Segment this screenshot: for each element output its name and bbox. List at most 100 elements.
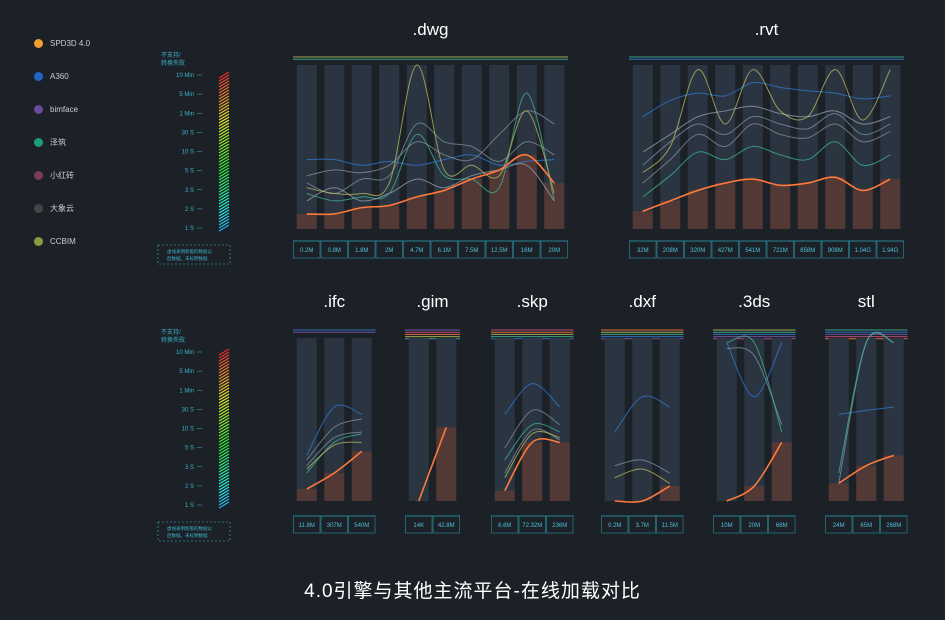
category-bar xyxy=(632,65,653,229)
scale-hatch xyxy=(218,477,230,485)
x-label-cell xyxy=(348,240,376,259)
scale-hatch xyxy=(218,146,230,154)
scale-tick-label: 3 S xyxy=(185,465,194,471)
scale-hatch xyxy=(218,486,230,494)
scale-note: 虚线表明新版的数据以 xyxy=(167,248,212,255)
x-label-cell xyxy=(348,515,376,534)
x-tick-label: 12.5M xyxy=(491,248,508,254)
spd-bar-fill xyxy=(324,473,345,501)
spd-bar-fill xyxy=(687,190,708,229)
x-label-cell xyxy=(713,515,741,534)
category-bar xyxy=(406,65,427,229)
category-bar xyxy=(828,338,849,501)
series-line xyxy=(642,141,891,198)
scale-hatch xyxy=(218,429,230,437)
x-label-cell xyxy=(432,515,460,534)
x-tick-label: 6.1M xyxy=(438,248,451,254)
scale-hatch xyxy=(218,149,230,157)
category-bar xyxy=(324,65,345,229)
spd-bar-fill xyxy=(660,200,681,229)
spd-bar-fill xyxy=(522,442,543,501)
scale-hatch xyxy=(218,134,230,142)
spd-bar-fill xyxy=(434,190,455,229)
scale-hatch xyxy=(218,74,230,82)
scale-hatch xyxy=(218,167,230,175)
scale-hatch xyxy=(218,420,230,428)
scale-hatch xyxy=(218,158,230,166)
scale-hatch xyxy=(218,399,230,407)
series-line xyxy=(726,335,783,433)
scale-hatch xyxy=(218,357,230,365)
series-line xyxy=(642,105,891,153)
scale-hatch xyxy=(218,98,230,106)
category-bar xyxy=(687,65,708,229)
scale-hatch xyxy=(218,188,230,196)
scale-hatch xyxy=(218,351,230,359)
scale-hatch xyxy=(218,483,230,491)
series-line xyxy=(504,423,560,461)
page-caption: 4.0引擎与其他主流平台-在线加载对比 xyxy=(304,581,641,602)
spd-bar-fill xyxy=(659,486,680,501)
spd-bar-fill xyxy=(771,442,792,501)
series-line xyxy=(306,110,555,177)
scale-hatch xyxy=(218,131,230,139)
spd-bar-fill xyxy=(797,183,818,229)
legend-item: 大象云 xyxy=(34,202,154,216)
category-bar xyxy=(351,65,372,229)
x-tick-label: 236M xyxy=(552,523,567,529)
scale-note: 后数据。未标明数据 xyxy=(167,255,208,262)
scale-hatch xyxy=(218,441,230,449)
chart-title: .dxf xyxy=(629,292,657,311)
chart-title: .dwg xyxy=(413,20,449,39)
scale-tick-label: 5 S xyxy=(185,169,194,175)
x-label-cell xyxy=(430,240,458,259)
scale-hatch xyxy=(218,471,230,479)
legend-dot xyxy=(34,39,43,48)
series-line xyxy=(306,433,362,474)
x-tick-label: 268M xyxy=(886,523,901,529)
spd-bar-fill xyxy=(632,211,653,229)
legend-dot xyxy=(34,237,43,246)
scale-hatch xyxy=(218,372,230,380)
scale-hatch xyxy=(218,83,230,91)
x-tick-label: 307M xyxy=(327,523,342,529)
scale-hatch xyxy=(218,101,230,109)
legend-label: 泽筑 xyxy=(50,138,66,147)
x-label-cell xyxy=(375,240,403,259)
time-scale-legend-top: 不支持/转换失败 10 Min 5 Min 1 Min 30 S 10 S 5 S 3 S 2 … xyxy=(157,51,231,265)
x-label-cell xyxy=(540,240,568,259)
x-label-cell xyxy=(794,240,822,259)
chart-title: .ifc xyxy=(323,292,345,311)
x-label-cell xyxy=(821,240,849,259)
scale-hatch xyxy=(218,444,230,452)
series-line xyxy=(306,418,362,461)
category-bar xyxy=(408,338,429,501)
x-tick-label: 208M xyxy=(663,248,678,254)
scale-hatch xyxy=(218,393,230,401)
scale-fail-label: 转换失败 xyxy=(161,336,185,344)
scale-hatch xyxy=(218,348,230,356)
x-label-cell xyxy=(293,240,321,259)
x-tick-label: 541M xyxy=(745,248,760,254)
scale-hatch xyxy=(218,495,230,503)
x-label-cell xyxy=(320,240,348,259)
spd-bar-fill xyxy=(406,196,427,229)
series-line xyxy=(306,64,555,197)
x-label-cell xyxy=(740,515,768,534)
scale-hatch xyxy=(218,206,230,214)
series-line xyxy=(614,485,671,503)
x-label-cell xyxy=(629,240,657,259)
scale-hatch xyxy=(218,408,230,416)
scale-hatch xyxy=(218,453,230,461)
spd-bar-fill xyxy=(296,213,317,229)
scale-hatch xyxy=(218,366,230,374)
x-tick-label: 427M xyxy=(718,248,733,254)
scale-hatch xyxy=(218,194,230,202)
x-label-cell xyxy=(656,515,684,534)
spd-bar-fill xyxy=(351,451,372,501)
scale-note-box xyxy=(157,244,231,265)
scale-hatch xyxy=(218,104,230,112)
scale-hatch xyxy=(218,200,230,208)
scale-hatch xyxy=(218,77,230,85)
category-bar xyxy=(659,338,680,501)
